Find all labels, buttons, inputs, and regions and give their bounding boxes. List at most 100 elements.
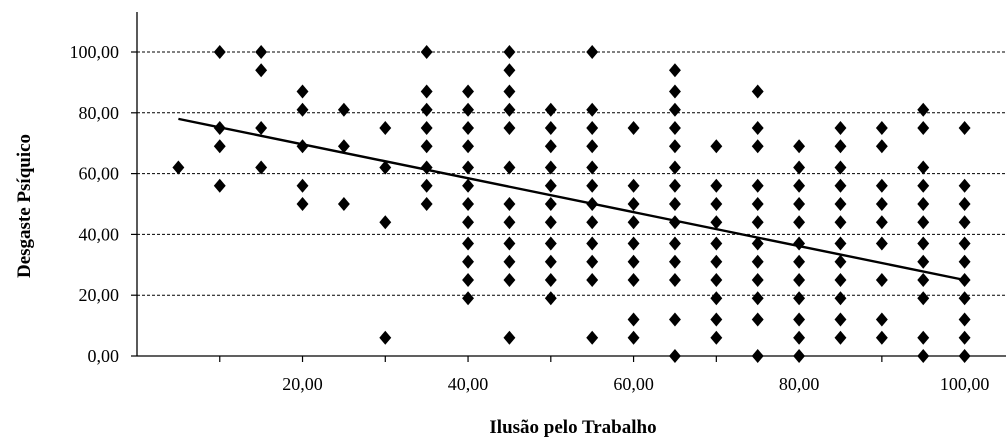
data-point xyxy=(917,273,930,287)
data-point xyxy=(793,139,806,154)
data-point xyxy=(834,121,847,135)
data-point xyxy=(544,273,557,287)
data-point xyxy=(958,254,971,269)
x-tick-label: 20,00 xyxy=(282,374,323,394)
data-point xyxy=(420,121,433,135)
data-point xyxy=(503,215,516,230)
data-point xyxy=(834,236,847,251)
data-point xyxy=(710,215,723,230)
data-point xyxy=(917,102,930,117)
data-point xyxy=(710,236,723,251)
data-point xyxy=(917,330,930,345)
data-point xyxy=(462,102,474,117)
data-point xyxy=(958,197,971,211)
x-axis-title: Ilusão pelo Trabalho xyxy=(489,417,656,438)
data-point xyxy=(793,273,806,287)
data-point xyxy=(751,215,764,230)
y-tick-label: 0,00 xyxy=(88,346,120,366)
data-point xyxy=(958,291,971,306)
data-point xyxy=(462,236,474,251)
data-point xyxy=(793,254,806,269)
data-point xyxy=(917,121,930,135)
data-point xyxy=(834,273,847,287)
data-point xyxy=(917,178,930,193)
data-point xyxy=(544,254,557,269)
data-point xyxy=(586,215,599,230)
data-point xyxy=(503,45,516,59)
data-point xyxy=(669,102,681,117)
data-point xyxy=(586,273,599,287)
data-point xyxy=(875,330,888,345)
data-point xyxy=(337,102,350,117)
data-point xyxy=(462,178,474,193)
data-point xyxy=(669,63,681,78)
data-point xyxy=(917,215,930,230)
data-point xyxy=(751,312,764,327)
data-point xyxy=(379,160,392,175)
x-tick-label: 60,00 xyxy=(613,374,654,394)
data-point xyxy=(958,330,971,345)
data-point xyxy=(917,291,930,306)
data-point xyxy=(420,45,433,59)
data-point xyxy=(420,197,433,211)
data-point xyxy=(462,197,474,211)
data-point xyxy=(875,197,888,211)
data-point xyxy=(669,84,681,99)
data-point xyxy=(834,139,847,154)
data-point xyxy=(958,121,971,135)
y-tick-label: 100,00 xyxy=(70,42,120,62)
data-point xyxy=(337,197,350,211)
data-point xyxy=(296,197,309,211)
data-point xyxy=(669,215,681,230)
data-point xyxy=(793,197,806,211)
data-point xyxy=(627,254,640,269)
data-point xyxy=(834,312,847,327)
data-point xyxy=(875,215,888,230)
data-point xyxy=(213,139,226,154)
data-point xyxy=(213,178,226,193)
data-point xyxy=(710,312,723,327)
data-point xyxy=(669,273,681,287)
data-point xyxy=(627,273,640,287)
data-point xyxy=(669,178,681,193)
data-point xyxy=(669,349,681,363)
data-point xyxy=(255,63,268,78)
data-point xyxy=(958,215,971,230)
data-point xyxy=(875,236,888,251)
data-point xyxy=(875,121,888,135)
trend-line xyxy=(178,117,965,282)
data-point xyxy=(793,312,806,327)
x-tick-label: 80,00 xyxy=(779,374,820,394)
data-point xyxy=(958,349,971,363)
data-point xyxy=(793,291,806,306)
data-point xyxy=(627,215,640,230)
data-point xyxy=(379,330,392,345)
data-point xyxy=(751,254,764,269)
data-point xyxy=(751,139,764,154)
data-point xyxy=(793,330,806,345)
data-point xyxy=(503,63,516,78)
data-point xyxy=(586,160,599,175)
data-point xyxy=(503,273,516,287)
data-point xyxy=(751,349,764,363)
data-point xyxy=(958,236,971,251)
data-point xyxy=(462,160,474,175)
data-point xyxy=(296,178,309,193)
data-point xyxy=(751,273,764,287)
data-point xyxy=(669,254,681,269)
y-tick-label: 40,00 xyxy=(79,224,120,244)
data-point xyxy=(751,178,764,193)
y-tick-label: 80,00 xyxy=(79,103,120,123)
data-point xyxy=(793,236,806,251)
data-point xyxy=(544,215,557,230)
data-point xyxy=(420,178,433,193)
data-point xyxy=(710,139,723,154)
data-point xyxy=(586,102,599,117)
data-point xyxy=(255,160,268,175)
data-point xyxy=(420,160,433,175)
data-point xyxy=(669,160,681,175)
data-point xyxy=(420,84,433,99)
data-point xyxy=(710,291,723,306)
data-point xyxy=(544,121,557,135)
